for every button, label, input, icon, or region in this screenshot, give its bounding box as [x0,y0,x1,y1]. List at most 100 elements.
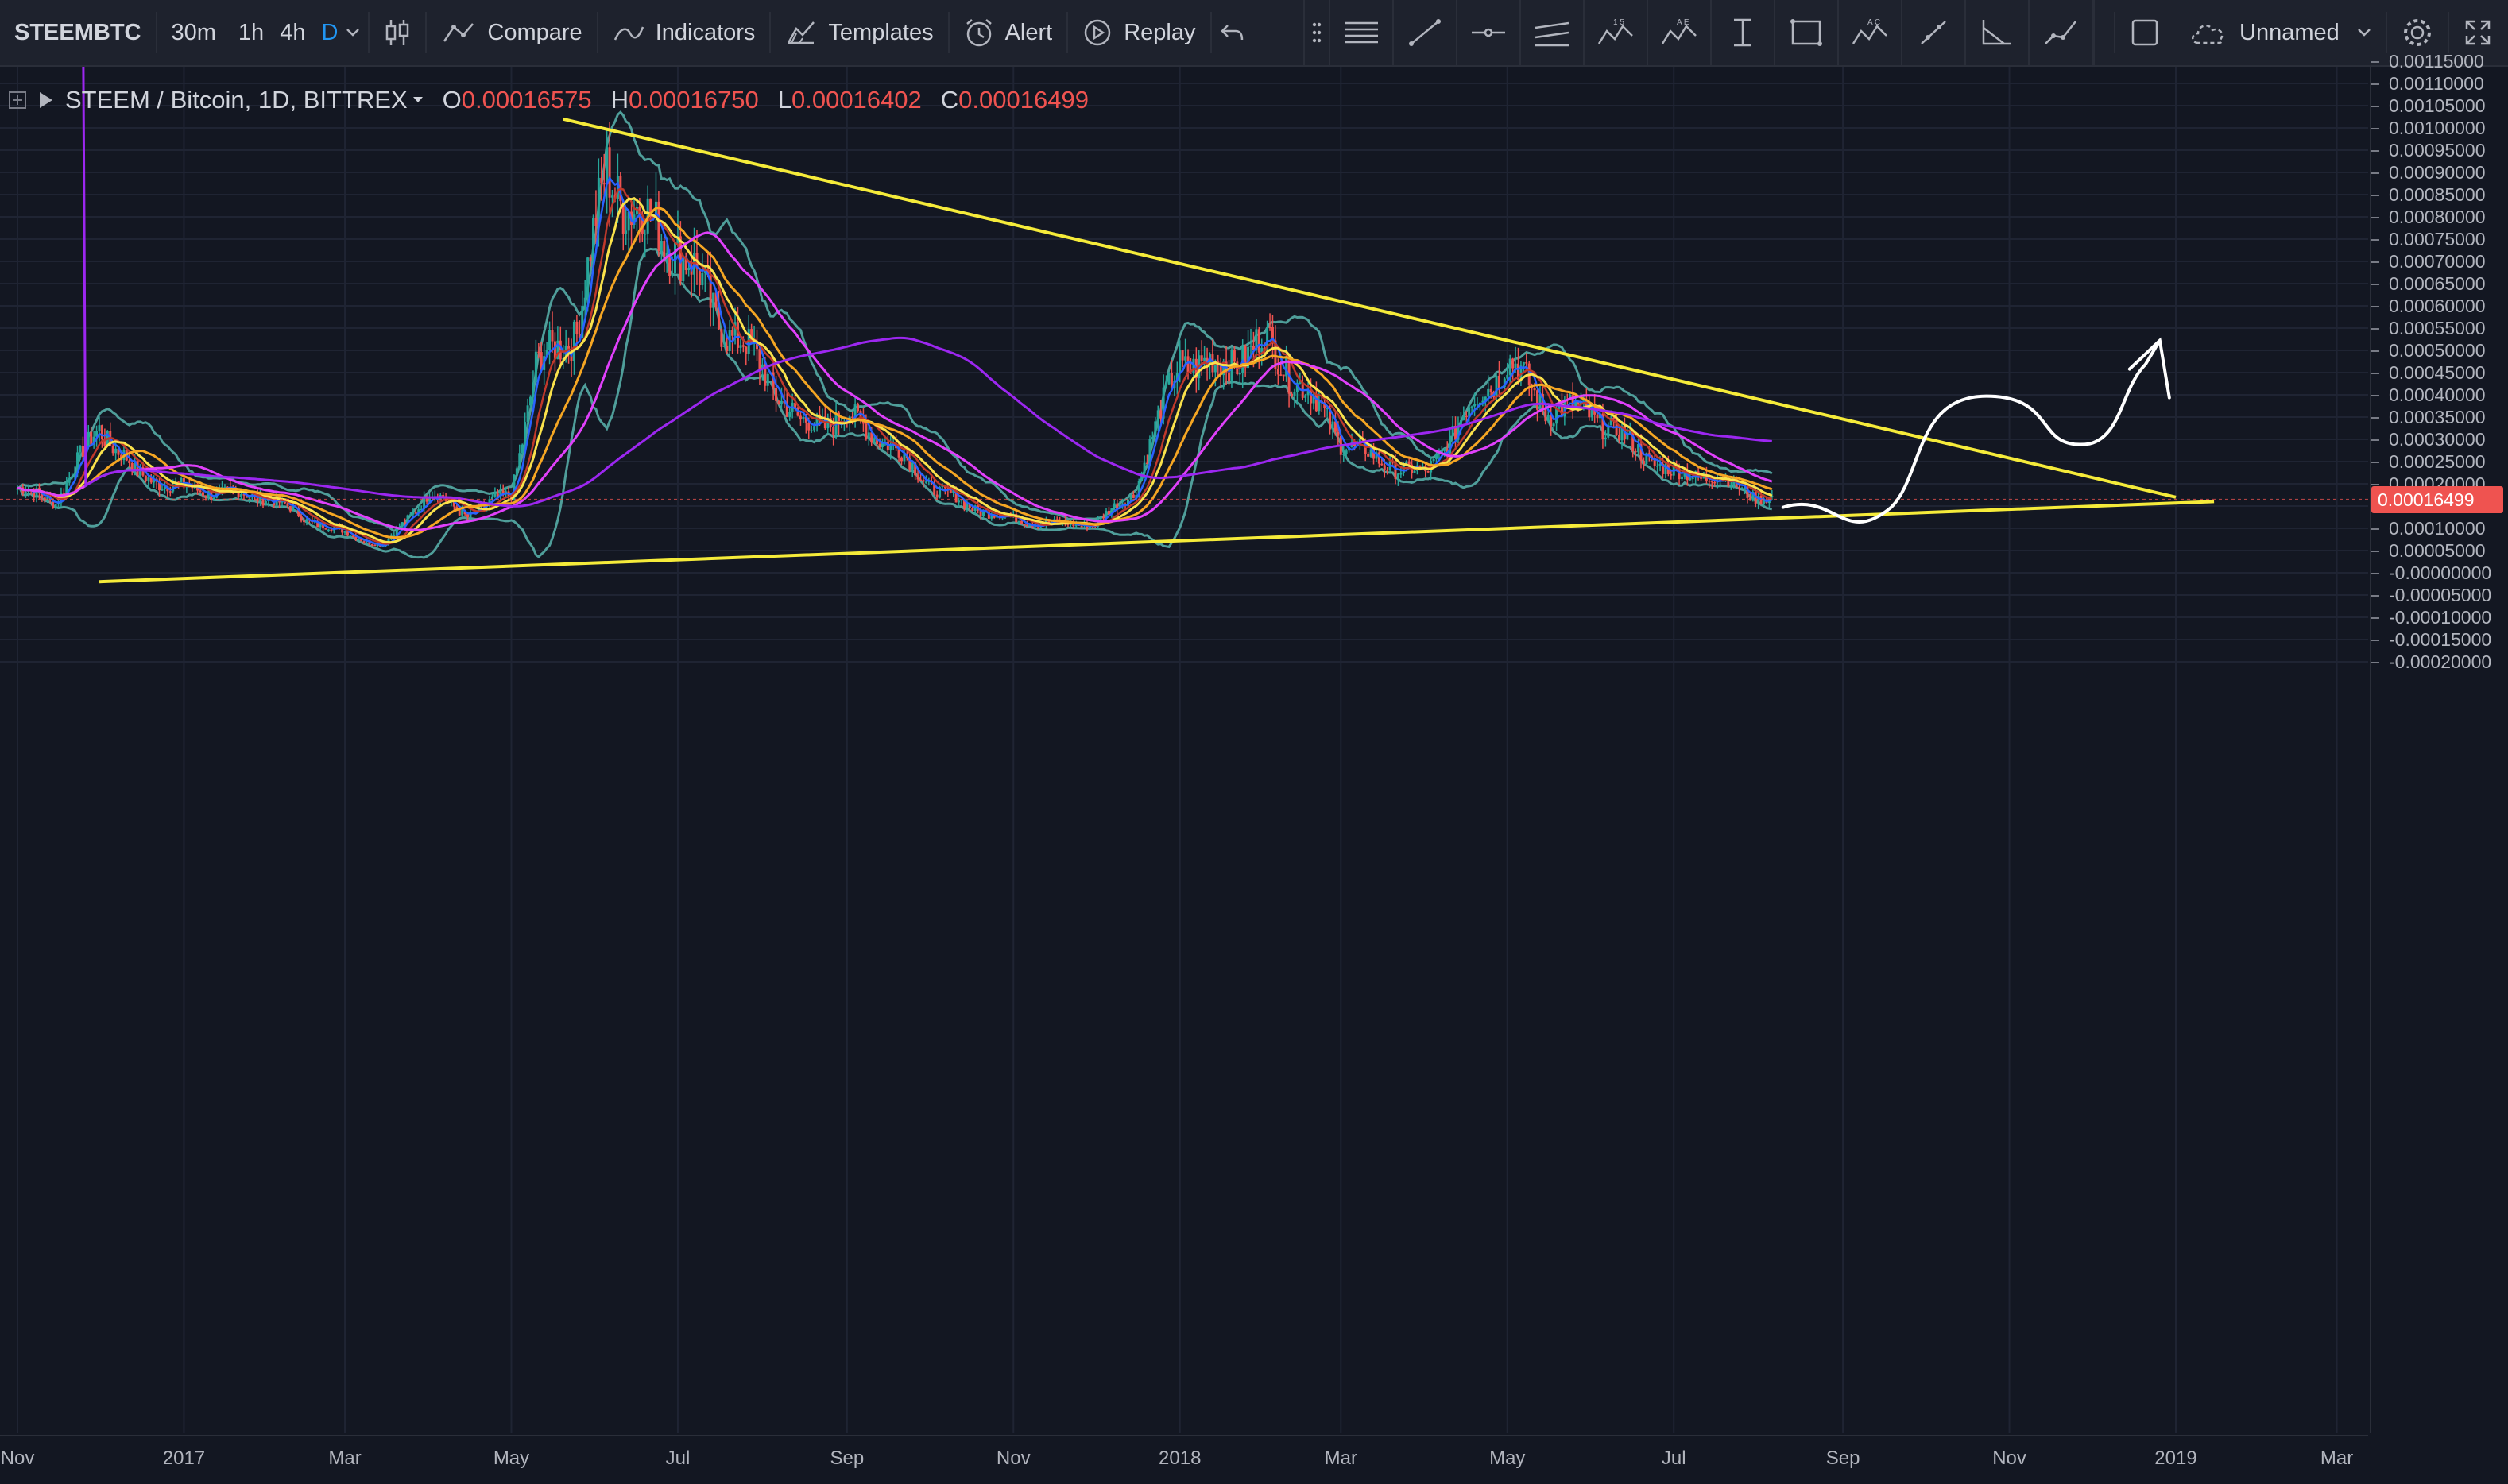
tool-pattern-ae[interactable]: A E [1648,0,1712,65]
alert-button[interactable]: Alert [950,0,1067,65]
candle-body [532,382,535,397]
price-chart[interactable] [0,0,2368,1433]
compare-button[interactable]: Compare [427,0,596,65]
interval-d[interactable]: D [321,19,339,45]
time-axis[interactable]: Nov 2017 Mar May Jul Sep Nov 2018 Mar May Jul Sep No… [0,1435,2368,1484]
toolbar-divider [2114,12,2115,53]
price-axis[interactable]: 0.00115000 0.00110000 0.00105000 0.00100000… [2370,51,2508,1433]
candle-body [488,499,491,504]
candle-body [529,396,532,406]
candle-body [935,494,939,498]
tool-horizontal-ray[interactable] [1457,0,1521,65]
candle-body [870,432,873,443]
settings-button[interactable] [2387,0,2448,65]
tool-pattern-ac[interactable]: A C [1839,0,1902,65]
templates-button[interactable]: Templates [771,0,947,65]
candle-body [1257,329,1260,353]
price-axis-tick [2371,328,2379,330]
interval-4h[interactable]: 4h [280,19,306,45]
candle-body [1653,458,1656,466]
fullscreen-box-button[interactable] [2115,0,2174,65]
candle-body [1203,357,1206,361]
candle-body [1449,435,1452,457]
expand-plus-icon[interactable] [8,91,27,110]
candle-body [1200,355,1203,361]
replay-button[interactable]: Replay [1068,0,1209,65]
candle-body [1601,413,1604,439]
candle-body [1434,454,1438,459]
interval-30m[interactable]: 30m [171,19,216,45]
time-axis-label: Jul [1661,1447,1686,1469]
candle-body [81,446,84,458]
candle-body [1522,361,1525,366]
symbol-button[interactable]: STEEMBTC [14,19,141,45]
price-axis-tick [2371,284,2379,285]
price-axis-label: -0.00005000 [2389,585,2492,605]
chart-pane[interactable] [0,0,2368,1433]
tool-rectangle[interactable] [1775,0,1839,65]
candle-body [1159,410,1163,419]
candle-body [1186,356,1190,373]
replay-icon [1084,19,1111,46]
fullscreen-button[interactable] [2449,0,2506,65]
drag-handle[interactable] [1305,0,1330,65]
candle-body [832,427,835,435]
candle-body [897,448,900,458]
candle-body [362,541,366,543]
candle-body [1514,363,1517,369]
undo-button[interactable] [1212,0,1252,65]
time-axis-label: Sep [830,1447,865,1469]
layout-button[interactable]: Unnamed [2174,0,2386,65]
tool-angle[interactable] [1966,0,2030,65]
candle-body [924,481,927,483]
ma-purple-line [81,0,1772,508]
candle-body [139,467,142,476]
legend-title[interactable]: STEEM / Bitcoin, 1D, BITTREX [65,86,408,114]
interval-1h[interactable]: 1h [238,19,265,45]
candle-body [1276,369,1279,375]
candle-body [1228,372,1231,382]
tool-horizontal-lines[interactable] [1330,0,1394,65]
candle-body [1681,476,1684,479]
candle-body [578,334,581,338]
symbol-flag-icon [40,92,52,108]
candle-body [594,218,598,226]
time-axis-label: 2019 [2154,1447,2197,1469]
candle-body [625,230,628,234]
tool-range[interactable] [1712,0,1775,65]
candle-body [1771,496,1774,497]
pattern-icon: A C [1852,18,1887,44]
caret-down-icon[interactable] [412,96,424,104]
square-icon [2131,19,2158,46]
candle-body [1170,373,1173,388]
candle-body [130,463,134,471]
candle-body [687,267,691,271]
chart-type-button[interactable] [370,0,425,65]
price-axis-tick [2371,350,2379,352]
tool-path[interactable] [2030,0,2093,65]
undo-icon [1220,25,1243,41]
candle-body [553,341,556,360]
candle-body [722,346,726,347]
candle-body [62,493,65,494]
tool-channel[interactable] [1521,0,1585,65]
price-axis-label: 0.00085000 [2389,184,2486,205]
tool-trend-line[interactable] [1394,0,1457,65]
candle-body [136,460,139,476]
candle-body [712,292,715,308]
candle-body [1626,433,1629,439]
tool-pattern-15[interactable]: 1 5 [1585,0,1648,65]
candle-body [1099,516,1102,520]
candle-body [1017,520,1020,523]
interval-dropdown[interactable] [346,0,368,65]
tool-brush[interactable] [1902,0,1966,65]
candle-body [114,448,118,454]
candle-body [788,412,791,417]
time-axis-label: Mar [1324,1447,1357,1469]
indicators-button[interactable]: Indicators [598,0,770,65]
candle-body [1607,425,1610,438]
candle-body [979,510,982,516]
candle-body [736,322,739,348]
candle-body [360,539,363,542]
candle-body [1656,465,1659,467]
